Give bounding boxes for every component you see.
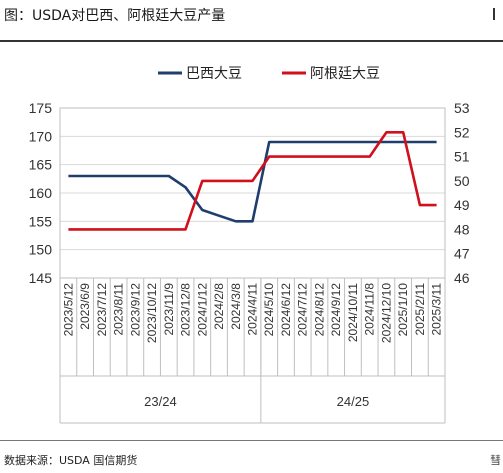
x-tick-label: 2024/11/8 [363,283,377,336]
x-tick-label: 2025/2/11 [413,283,427,336]
x-tick-label: 2024/1/12 [195,283,209,337]
figure-title: 图：USDA对巴西、阿根廷大豆产量 [4,8,226,24]
legend: 巴西大豆 阿根廷大豆 [158,65,380,81]
y-right-tick-label: 47 [454,246,470,262]
plot-frame [59,107,446,279]
legend-label: 巴西大豆 [186,65,242,81]
x-tick-label: 2023/11/9 [162,283,176,336]
gridlines [59,107,446,279]
x-tick-label: 2023/6/9 [78,283,92,330]
axes: 145 150 155 160 165 170 175 46 47 48 49 50 51 52 53 202… [29,100,470,424]
y-right-tick-label: 52 [454,124,470,140]
x-tick-label: 2024/9/12 [329,283,343,337]
x-group-label: 23/24 [144,394,177,409]
y-right-tick-label: 48 [454,221,470,237]
y-right-tick-label: 49 [454,197,470,213]
source-note: 数据来源：USDA 国信期货 [4,454,138,467]
y-left-tick-label: 145 [29,270,53,286]
y-left-tick-label: 160 [29,185,53,201]
y-right-tick-label: 51 [454,149,470,165]
x-tick-label: 2024/4/11 [246,283,260,336]
bottom-rule [0,440,503,441]
top-rule [0,40,503,42]
x-tick-label: 2024/6/12 [279,283,293,337]
y-left-tick-label: 165 [29,157,53,173]
x-group-label: 24/25 [337,394,370,409]
x-tick-label: 2024/12/10 [379,283,393,343]
x-tick-label: 2024/2/8 [212,283,226,330]
x-tick-label: 2024/3/8 [229,283,243,330]
y-left-tick-label: 155 [29,213,53,229]
y-left-tick-label: 170 [29,128,53,144]
x-tick-label: 2024/10/11 [346,283,360,342]
y-left-tick-label: 150 [29,242,53,258]
x-tick-label: 2025/1/10 [396,283,410,337]
x-tick-label: 2023/12/8 [179,283,193,337]
series-line [68,140,437,223]
x-tick-label: 2023/10/12 [145,283,159,343]
y-right-tick-label: 50 [454,173,470,189]
soybean-production-chart: 145 150 155 160 165 170 175 46 47 48 49 50 51 52 53 202… [29,65,470,424]
x-tick-label: 2024/5/10 [262,283,276,337]
x-tick-label: 2024/7/12 [296,283,310,337]
x-tick-label: 2023/8/11 [112,283,126,336]
y-left-tick-label: 175 [29,100,53,116]
y-right-tick-label: 53 [454,100,470,116]
y-right-tick-label: 46 [454,270,470,286]
legend-label: 阿根廷大豆 [310,65,380,81]
corner-mark [493,8,501,20]
x-tick-label: 2024/8/12 [312,283,326,337]
series-lines [68,131,437,231]
x-tick-label: 2025/3/11 [430,283,444,336]
corner-glyph: 彗 [490,454,501,467]
x-tick-label: 2023/7/12 [95,283,109,337]
x-tick-label: 2023/9/12 [128,283,142,337]
series-line [68,131,437,231]
x-tick-label: 2023/5/12 [61,283,75,337]
